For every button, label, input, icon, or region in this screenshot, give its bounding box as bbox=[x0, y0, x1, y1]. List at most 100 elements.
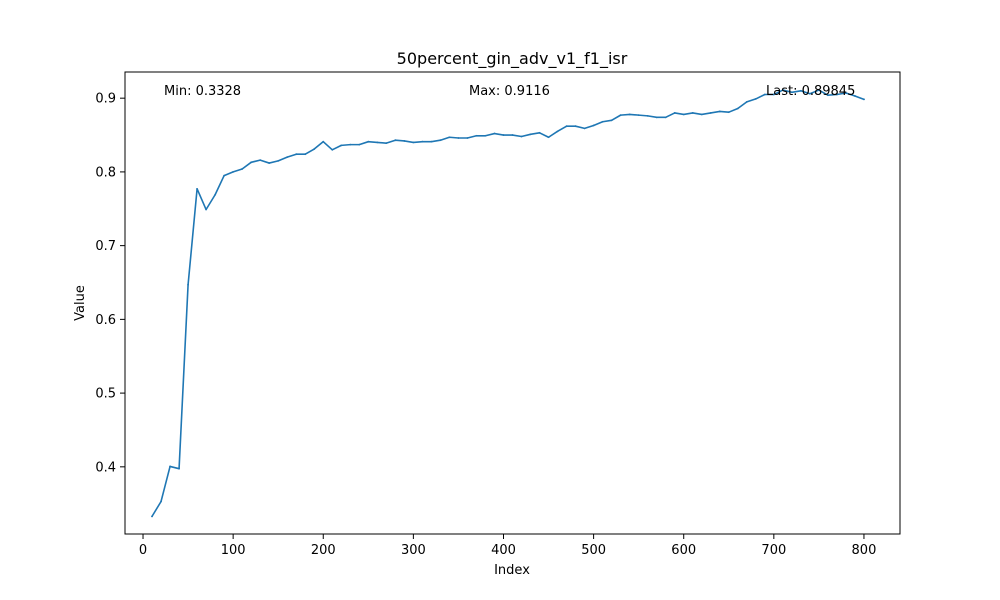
data-point bbox=[484, 134, 487, 137]
data-point bbox=[772, 93, 775, 96]
data-point bbox=[457, 137, 460, 139]
data-point bbox=[250, 161, 253, 164]
data-point bbox=[529, 133, 532, 136]
min-annotation: Min: 0.3328 bbox=[164, 84, 241, 99]
y-tick-label: 0.4 bbox=[95, 460, 116, 475]
y-axis-label: Value bbox=[73, 285, 88, 321]
data-point bbox=[836, 93, 838, 96]
data-point bbox=[854, 95, 856, 97]
data-point bbox=[475, 134, 478, 137]
data-point bbox=[691, 112, 694, 114]
data-point bbox=[619, 114, 622, 117]
data-point bbox=[556, 130, 559, 133]
data-point bbox=[799, 89, 802, 92]
data-point bbox=[646, 114, 649, 117]
chart-title: 50percent_gin_adv_v1_f1_isr bbox=[397, 49, 628, 69]
data-point bbox=[565, 125, 568, 128]
data-point bbox=[322, 140, 325, 143]
plot-background bbox=[125, 72, 900, 534]
data-point bbox=[845, 92, 847, 94]
data-point bbox=[673, 112, 676, 114]
x-tick-label: 300 bbox=[401, 543, 426, 558]
x-tick-label: 800 bbox=[852, 543, 877, 558]
data-point bbox=[304, 153, 307, 156]
y-tick-label: 0.7 bbox=[95, 239, 116, 254]
data-point bbox=[268, 162, 271, 164]
data-point bbox=[349, 143, 352, 146]
data-point bbox=[511, 134, 514, 136]
data-point bbox=[754, 98, 757, 100]
data-point bbox=[340, 144, 343, 147]
data-point bbox=[601, 120, 604, 123]
data-point bbox=[277, 159, 280, 162]
data-point bbox=[178, 467, 180, 470]
data-point bbox=[700, 113, 703, 116]
data-point bbox=[574, 125, 577, 128]
data-point bbox=[241, 168, 244, 170]
data-point bbox=[394, 139, 397, 142]
data-point bbox=[818, 89, 820, 91]
data-point bbox=[538, 131, 541, 134]
x-tick-label: 0 bbox=[139, 543, 147, 558]
data-point bbox=[223, 174, 226, 177]
data-point bbox=[520, 135, 523, 138]
data-point bbox=[439, 139, 442, 142]
data-point bbox=[637, 114, 640, 117]
data-point bbox=[493, 132, 496, 135]
data-point bbox=[259, 159, 262, 162]
data-point bbox=[781, 89, 784, 91]
data-point bbox=[160, 500, 162, 503]
data-point bbox=[592, 124, 595, 127]
x-tick-label: 700 bbox=[761, 543, 786, 558]
x-tick-label: 200 bbox=[311, 543, 336, 558]
x-tick-label: 100 bbox=[221, 543, 246, 558]
data-points bbox=[151, 89, 865, 518]
data-point bbox=[709, 112, 712, 114]
data-point bbox=[385, 142, 388, 145]
data-point bbox=[664, 116, 667, 119]
x-axis: 0 100 200 300 400 500 600 700 800 bbox=[139, 534, 876, 558]
max-annotation: Max: 0.9116 bbox=[469, 84, 550, 99]
data-point bbox=[376, 141, 379, 144]
data-point bbox=[151, 515, 153, 518]
last-annotation: Last: 0.89845 bbox=[766, 84, 855, 99]
data-point bbox=[863, 98, 865, 101]
data-point bbox=[421, 140, 424, 143]
data-point bbox=[448, 136, 451, 139]
data-point bbox=[187, 283, 189, 286]
data-point bbox=[628, 113, 631, 116]
data-point bbox=[502, 134, 505, 136]
data-point bbox=[745, 100, 748, 103]
data-point bbox=[682, 113, 685, 116]
data-point bbox=[295, 153, 298, 156]
data-point bbox=[655, 116, 658, 119]
data-point bbox=[367, 140, 370, 143]
data-point bbox=[412, 141, 415, 144]
data-point bbox=[286, 156, 289, 159]
data-point bbox=[547, 136, 550, 139]
data-point bbox=[466, 137, 469, 139]
data-point bbox=[403, 140, 406, 142]
data-point bbox=[736, 107, 739, 110]
series-line bbox=[151, 89, 865, 518]
x-tick-label: 400 bbox=[491, 543, 516, 558]
data-point bbox=[331, 148, 334, 151]
y-tick-label: 0.6 bbox=[95, 313, 116, 328]
plot-area: 0 100 200 300 400 500 600 700 800 0.40.50.60.70.… bbox=[95, 71, 901, 558]
data-point bbox=[718, 110, 721, 113]
data-point bbox=[610, 119, 613, 122]
data-point bbox=[196, 187, 198, 190]
data-point bbox=[727, 111, 730, 114]
data-point bbox=[790, 91, 793, 94]
data-point bbox=[808, 92, 811, 95]
y-tick-label: 0.9 bbox=[95, 92, 116, 107]
data-point bbox=[205, 208, 208, 211]
y-axis: 0.4 0.5 0.6 0.7 0.8 0.9 bbox=[95, 92, 125, 475]
data-point bbox=[827, 94, 829, 97]
x-axis-label: Index bbox=[494, 563, 530, 578]
data-point bbox=[358, 143, 361, 146]
y-tick-label: 0.5 bbox=[95, 387, 116, 402]
data-point bbox=[232, 171, 235, 173]
data-point bbox=[430, 140, 433, 143]
